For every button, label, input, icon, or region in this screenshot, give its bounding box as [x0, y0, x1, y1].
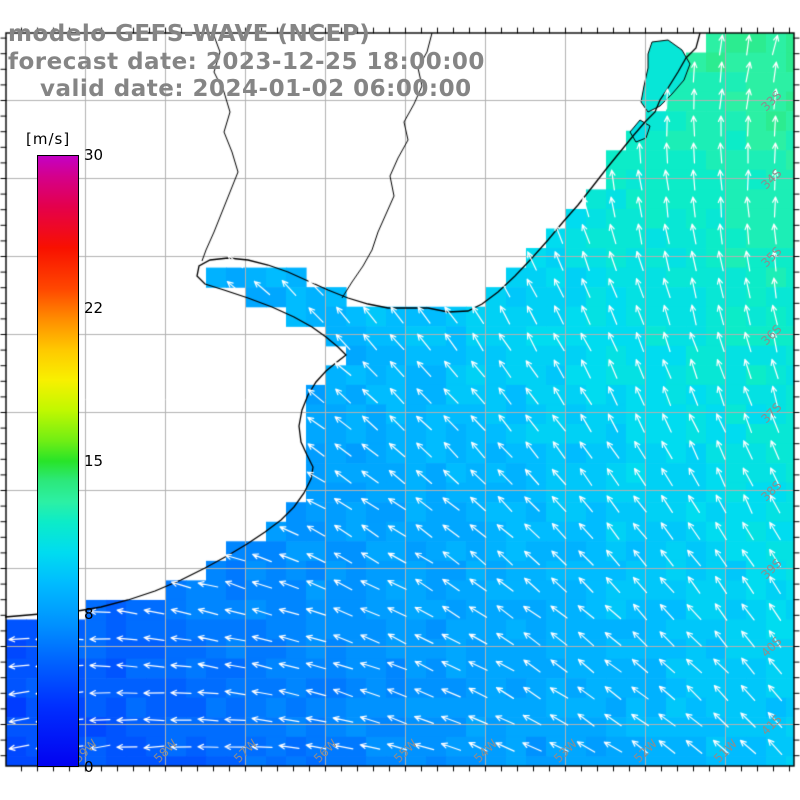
colorbar-unit-label: [m/s] [26, 130, 71, 148]
colorbar-tick-label: 22 [84, 299, 104, 317]
colorbar [37, 155, 79, 767]
valid-date-text: valid date: 2024-01-02 06:00:00 [40, 76, 472, 102]
colorbar-tick-label: 30 [84, 146, 104, 164]
colorbar-tick-label: 0 [84, 758, 94, 776]
forecast-date-text: forecast date: 2023-12-25 18:00:00 [8, 49, 485, 75]
colorbar-gradient [38, 156, 78, 766]
colorbar-tick-label: 8 [84, 605, 94, 623]
model-title: modelo GEFS-WAVE (NCEP) [8, 21, 371, 47]
colorbar-tick-label: 15 [84, 452, 104, 470]
